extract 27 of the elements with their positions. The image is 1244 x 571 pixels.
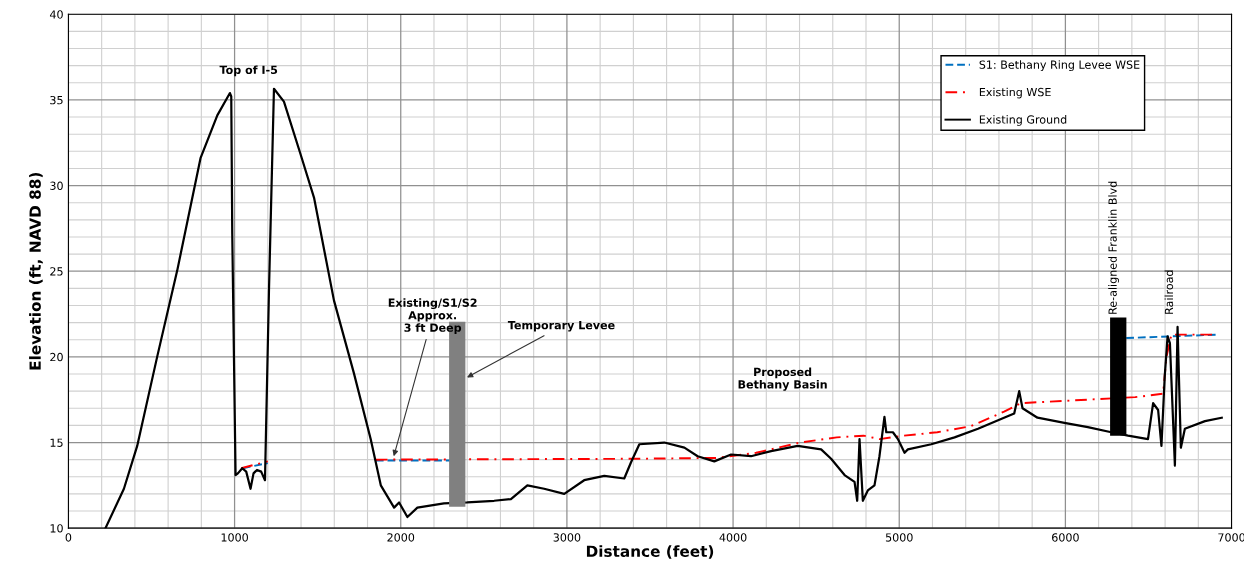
annotation: Re-aligned Franklin Blvd [1108, 181, 1119, 314]
x-tick-label: 1000 [221, 533, 248, 542]
annotation: Existing/S1/S2 Approx. 3 ft Deep [388, 298, 477, 335]
x-tick-label: 7000 [1218, 533, 1244, 542]
y-tick-label: 40 [49, 10, 63, 19]
legend-label: Existing Ground [979, 115, 1067, 126]
y-axis-title: Elevation (ft, NAVD 88) [29, 172, 43, 370]
x-tick-label: 5000 [885, 533, 913, 542]
y-tick-label: 30 [50, 181, 63, 190]
y-tick-label: 15 [50, 438, 63, 447]
annotation: Temporary Levee [507, 321, 615, 332]
y-tick-label: 10 [50, 524, 63, 533]
y-tick-label: 20 [50, 352, 63, 362]
x-axis-title: Distance (feet) [586, 545, 714, 559]
legend-label: Existing WSE [979, 87, 1051, 99]
x-tick-label: 3000 [553, 533, 581, 542]
annotation: Top of I-5 [219, 65, 278, 77]
legend-label: S1: Bethany Ring Levee WSE [979, 60, 1140, 71]
y-tick-label: 25 [50, 267, 63, 276]
x-tick-label: 6000 [1052, 533, 1079, 542]
line-series [104, 87, 1223, 529]
y-tick-label: 35 [50, 95, 63, 105]
x-tick-label: 0 [65, 533, 72, 542]
x-tick-label: 4000 [719, 533, 747, 542]
annotation: Proposed Bethany Basin [738, 367, 827, 391]
annotation: Railroad [1164, 270, 1174, 314]
x-tick-label: 2000 [387, 533, 415, 542]
